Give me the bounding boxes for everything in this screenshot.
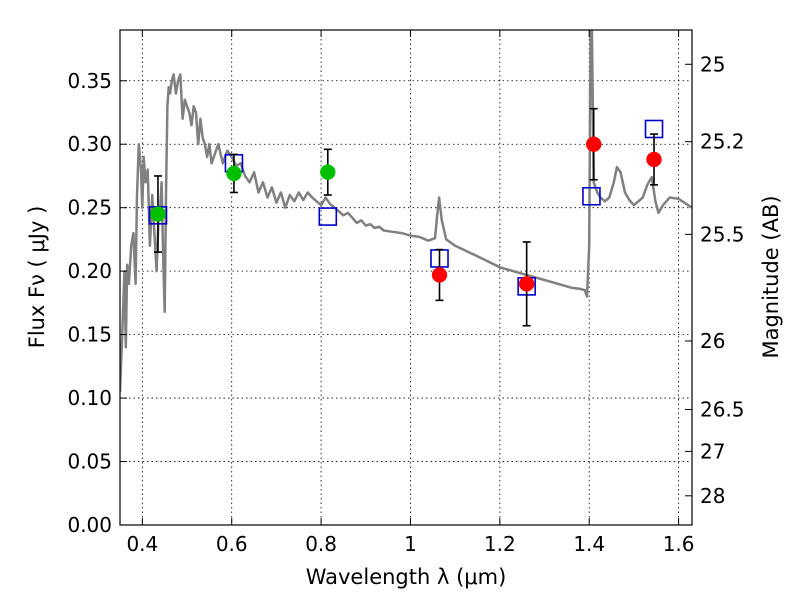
x-tick-label: 1 xyxy=(404,532,417,556)
y-tick-label: 0.05 xyxy=(67,450,112,474)
x-axis-label: Wavelength λ (μm) xyxy=(306,565,507,589)
observed-red-point xyxy=(646,151,662,168)
y2-tick-label: 25 xyxy=(700,52,725,76)
y-axis-label: Flux Fν ( μJy ) xyxy=(25,206,49,349)
y-tick-label: 0.00 xyxy=(67,513,112,537)
y-tick-label: 0.35 xyxy=(67,69,112,93)
observed-red-point xyxy=(431,267,448,283)
model-spectrum-line xyxy=(120,30,692,392)
plot-frame xyxy=(119,29,693,526)
y-tick-label: 0.20 xyxy=(67,259,112,283)
x-tick-label: 0.4 xyxy=(126,532,158,556)
y2-tick-label: 25.5 xyxy=(700,222,745,246)
y2-tick-label: 28 xyxy=(700,484,725,508)
x-tick-label: 0.8 xyxy=(305,532,337,556)
y2-tick-label: 26.5 xyxy=(700,398,745,422)
y-tick-label: 0.30 xyxy=(67,132,112,156)
x-tick-label: 1.2 xyxy=(484,532,516,556)
model-flux-box xyxy=(582,186,601,206)
tick-labels: 0.4 0.6 0.8 1 1.2 1.4 1.6 0.00 0.05 0.10 0.15 0.20 0… xyxy=(67,52,744,556)
y2-tick-label: 27 xyxy=(700,439,725,463)
grid-lines xyxy=(120,30,692,526)
y-tick-label: 0.10 xyxy=(67,386,112,410)
observed-green-point xyxy=(226,165,242,182)
x-tick-label: 0.6 xyxy=(216,532,248,556)
observed-green-point xyxy=(150,206,166,222)
observed-red-point xyxy=(585,136,602,152)
y-tick-label: 0.15 xyxy=(67,323,112,347)
y2-tick-label: 25.2 xyxy=(700,130,745,154)
x-tick-label: 1.6 xyxy=(663,532,695,556)
x-tick-label: 1.4 xyxy=(573,532,605,556)
model-flux-box xyxy=(318,207,338,226)
plot-area xyxy=(120,30,692,392)
observed-red-point xyxy=(518,276,535,292)
y-tick-label: 0.25 xyxy=(67,196,112,220)
y2-tick-label: 26 xyxy=(700,329,725,353)
observed-green-point xyxy=(320,164,336,180)
tick-marks xyxy=(120,30,692,526)
y2-axis-label: Magnitude (AB) xyxy=(759,195,783,358)
